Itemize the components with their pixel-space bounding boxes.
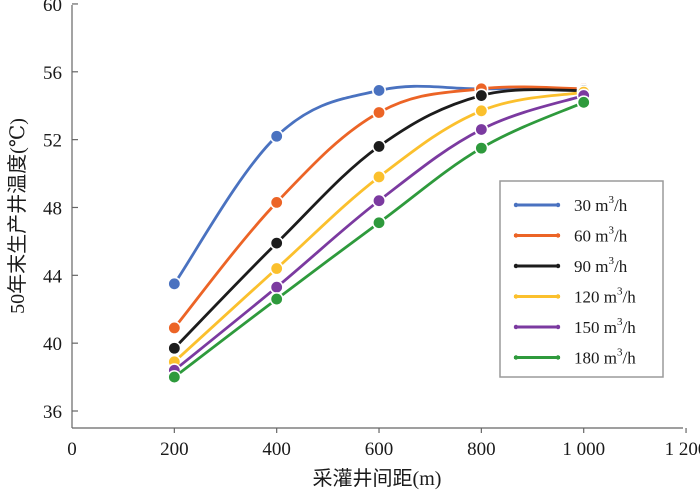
y-tick-label: 36	[43, 402, 62, 423]
legend-marker	[555, 202, 561, 208]
x-tick-label: 200	[160, 439, 189, 460]
y-tick-label: 56	[43, 63, 62, 84]
data-point	[269, 236, 284, 251]
data-point	[372, 193, 387, 208]
legend-entry: 30 m3/h	[513, 194, 628, 215]
legend-label: 150 m3/h	[574, 316, 636, 337]
legend-label: 30 m3/h	[574, 194, 628, 215]
x-tick-label: 1 000	[562, 439, 605, 460]
x-tick-label: 400	[262, 439, 291, 460]
x-tick-label: 0	[67, 439, 77, 460]
data-point	[167, 341, 182, 356]
data-point	[269, 280, 284, 295]
y-tick-label: 44	[43, 266, 63, 287]
legend-label-sup: 3	[608, 225, 614, 237]
legend-label-unit: /h	[614, 196, 628, 215]
legend-label-sup: 3	[617, 286, 623, 298]
legend-box	[499, 180, 664, 378]
legend-entry: 60 m3/h	[513, 225, 628, 246]
legend-entry: 150 m3/h	[513, 316, 636, 337]
y-tick-label: 48	[43, 198, 62, 219]
y-tick-label: 60	[43, 0, 62, 16]
legend-label-unit: /h	[622, 349, 636, 368]
legend-label: 120 m3/h	[574, 286, 636, 307]
legend-label-sup: 3	[617, 347, 623, 359]
legend-marker	[513, 202, 519, 208]
legend-label-value: 150 m	[574, 318, 617, 337]
data-point	[474, 103, 489, 118]
legend-label-value: 90 m	[574, 257, 608, 276]
legend-label: 60 m3/h	[574, 225, 628, 246]
legend-label-value: 60 m	[574, 227, 608, 246]
legend-marker	[555, 233, 561, 238]
legend-label-value: 30 m	[574, 196, 608, 215]
y-axis-title: 50年末生产井温度(℃)	[6, 118, 29, 314]
x-tick-label: 800	[467, 439, 496, 460]
legend-marker	[513, 324, 519, 330]
legend-marker	[555, 324, 561, 330]
data-point	[372, 169, 387, 184]
legend-entry: 120 m3/h	[513, 286, 636, 307]
data-point	[269, 261, 284, 276]
data-point	[167, 370, 182, 385]
data-point	[269, 129, 284, 144]
legend-entry: 90 m3/h	[513, 255, 628, 276]
data-point	[167, 320, 182, 335]
data-point	[269, 292, 284, 307]
data-point	[576, 95, 591, 110]
legend-label-unit: /h	[622, 288, 636, 307]
legend-marker	[513, 233, 519, 238]
legend-marker	[513, 355, 519, 360]
y-tick-label: 40	[43, 334, 62, 355]
ticks: 0 200 400 600 800 1 000 1 200 36 40 44 48 52 56 60	[43, 0, 700, 460]
legend-label-sup: 3	[608, 194, 614, 206]
legend-marker	[513, 294, 519, 299]
data-point	[372, 105, 387, 120]
legend-label-sup: 3	[617, 316, 623, 328]
series-group	[167, 81, 591, 385]
x-axis-title: 采灌井间距(m)	[313, 467, 442, 490]
legend-label-sup: 3	[608, 255, 614, 267]
data-point	[269, 195, 284, 210]
legend-marker	[555, 294, 561, 299]
legend-entry: 180 m3/h	[513, 347, 636, 368]
x-tick-label: 1 200	[665, 439, 700, 460]
data-point	[372, 139, 387, 154]
legend-label-unit: /h	[614, 257, 628, 276]
data-point	[372, 215, 387, 230]
legend-label: 180 m3/h	[574, 347, 636, 368]
data-point	[474, 141, 489, 156]
legend-label-value: 120 m	[574, 288, 617, 307]
legend-marker	[555, 355, 561, 360]
data-point	[474, 88, 489, 103]
legend-label-value: 180 m	[574, 349, 617, 368]
legend-label-unit: /h	[614, 227, 628, 246]
legend-marker	[513, 263, 519, 269]
series-5	[167, 95, 591, 385]
data-point	[167, 276, 182, 291]
data-point	[372, 83, 387, 98]
x-tick-label: 600	[365, 439, 394, 460]
y-tick-label: 52	[43, 131, 62, 152]
legend-marker	[555, 263, 561, 269]
legend-label-unit: /h	[622, 318, 636, 337]
data-point	[474, 122, 489, 137]
legend-label: 90 m3/h	[574, 255, 628, 276]
